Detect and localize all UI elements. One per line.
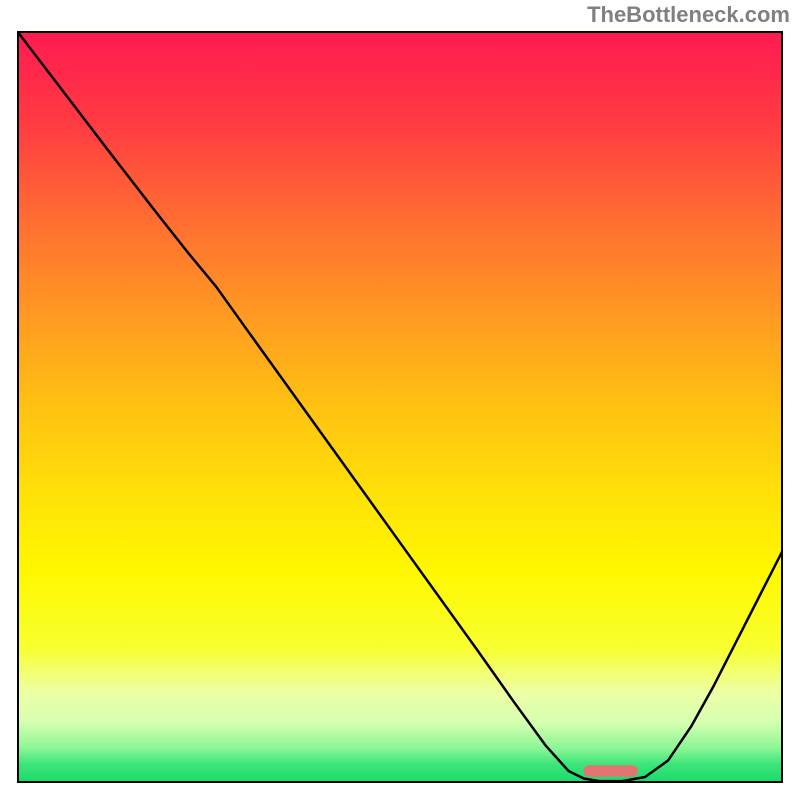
plot-area <box>17 31 783 783</box>
watermark-text: TheBottleneck.com <box>587 2 790 28</box>
gradient-background <box>17 31 783 783</box>
chart-container: TheBottleneck.com <box>0 0 800 800</box>
